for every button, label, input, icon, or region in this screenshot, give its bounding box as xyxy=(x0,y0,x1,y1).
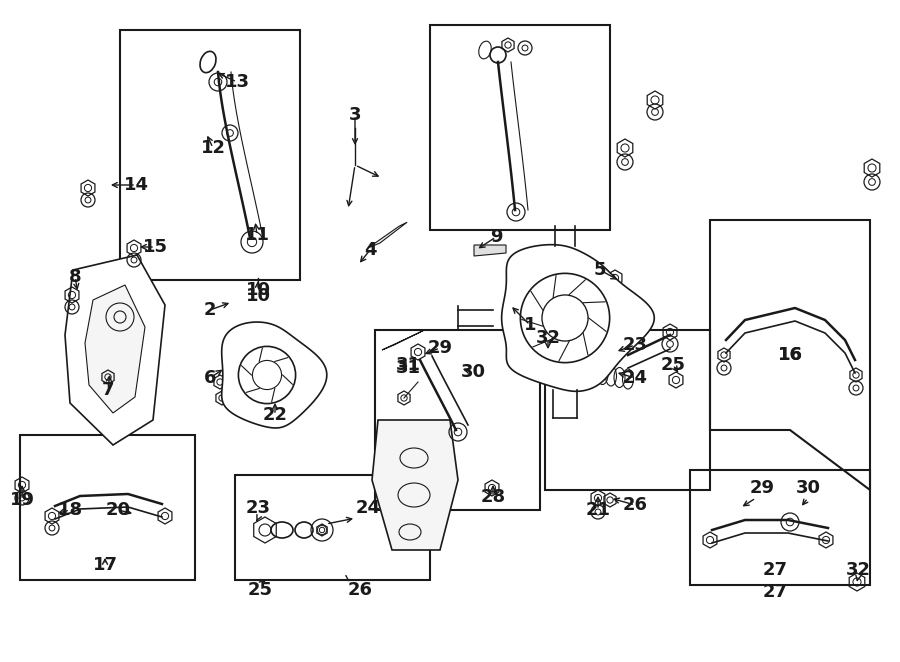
Text: 27: 27 xyxy=(762,583,788,601)
Text: 12: 12 xyxy=(201,139,226,157)
Text: 4: 4 xyxy=(364,241,376,259)
Text: 5: 5 xyxy=(594,261,607,279)
Text: 29: 29 xyxy=(750,479,775,497)
Polygon shape xyxy=(368,222,407,248)
Text: 27: 27 xyxy=(762,561,788,579)
Text: 2: 2 xyxy=(203,301,216,319)
Bar xyxy=(20,435,195,580)
Text: 8: 8 xyxy=(68,268,81,286)
Text: 9: 9 xyxy=(490,228,502,246)
Polygon shape xyxy=(221,322,327,428)
Text: 10: 10 xyxy=(246,281,271,299)
Text: 15: 15 xyxy=(142,238,167,256)
Text: 26: 26 xyxy=(623,496,647,514)
Text: 30: 30 xyxy=(461,363,485,381)
Text: 28: 28 xyxy=(481,488,506,506)
Polygon shape xyxy=(85,285,145,413)
Text: 13: 13 xyxy=(224,73,249,91)
Text: 32: 32 xyxy=(845,561,870,579)
Text: 3: 3 xyxy=(349,106,361,124)
Text: 22: 22 xyxy=(263,406,287,424)
Text: 24: 24 xyxy=(356,499,381,517)
Text: 1: 1 xyxy=(524,316,536,334)
Bar xyxy=(375,330,540,510)
Text: 31: 31 xyxy=(395,359,420,377)
Text: 10: 10 xyxy=(246,287,271,305)
Text: 16: 16 xyxy=(778,346,803,364)
Bar xyxy=(235,475,430,580)
Bar xyxy=(430,25,610,230)
Polygon shape xyxy=(474,245,506,256)
Text: 11: 11 xyxy=(245,226,269,244)
Text: 6: 6 xyxy=(203,369,216,387)
Text: 26: 26 xyxy=(347,581,373,599)
Bar xyxy=(120,30,300,280)
Bar xyxy=(690,470,870,585)
Polygon shape xyxy=(501,245,654,391)
Text: 24: 24 xyxy=(623,369,647,387)
Text: 21: 21 xyxy=(586,501,610,519)
Text: 25: 25 xyxy=(661,356,686,374)
Text: 25: 25 xyxy=(248,581,273,599)
Text: 29: 29 xyxy=(428,339,453,357)
Text: 17: 17 xyxy=(93,556,118,574)
Text: 7: 7 xyxy=(102,381,114,399)
Text: 18: 18 xyxy=(58,501,83,519)
Text: 19: 19 xyxy=(10,491,34,509)
Polygon shape xyxy=(65,255,165,445)
Text: 16: 16 xyxy=(778,346,803,364)
Text: 31: 31 xyxy=(395,356,420,374)
Text: 14: 14 xyxy=(123,176,148,194)
Polygon shape xyxy=(372,420,458,550)
Text: 32: 32 xyxy=(536,329,561,347)
Text: 20: 20 xyxy=(105,501,130,519)
Text: 23: 23 xyxy=(623,336,647,354)
Text: 23: 23 xyxy=(246,499,271,517)
Polygon shape xyxy=(382,330,425,350)
Text: 30: 30 xyxy=(796,479,821,497)
Bar xyxy=(545,330,710,490)
